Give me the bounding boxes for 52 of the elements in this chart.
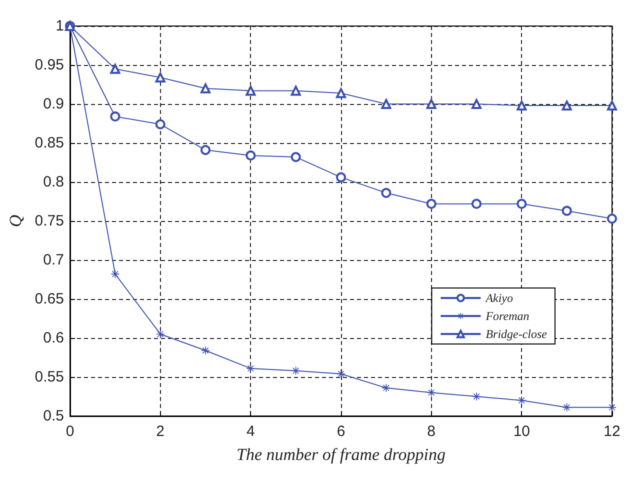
x-axis-title: The number of frame dropping [236, 445, 446, 464]
x-tick-label: 12 [604, 423, 620, 440]
y-tick-label: 1 [56, 18, 64, 34]
y-tick-label: 0.9 [43, 96, 64, 112]
legend-label: Foreman [484, 309, 530, 323]
point [246, 150, 256, 160]
point [562, 100, 572, 111]
x-tick-label: 4 [246, 423, 255, 440]
point [516, 198, 527, 209]
legend-label: Akiyo [484, 291, 514, 305]
y-tick-label: 0.55 [34, 368, 64, 386]
point [381, 188, 392, 198]
y-tick-label: 0.8 [43, 174, 64, 190]
point [155, 72, 166, 82]
point [607, 100, 617, 111]
y-tick-label: 0.85 [34, 134, 64, 152]
x-tick-label: 6 [336, 423, 346, 440]
y-tick-label: 0.95 [34, 56, 64, 74]
point [426, 99, 436, 109]
point [110, 111, 120, 122]
y-tick-label: 0.75 [34, 212, 64, 230]
point [202, 346, 210, 354]
point [381, 99, 392, 109]
point [472, 99, 482, 109]
y-tick-label: 0.65 [34, 290, 64, 308]
x-tick-label: 8 [427, 423, 436, 440]
point [110, 64, 120, 74]
point [607, 214, 617, 224]
y-tick-label: 0.6 [43, 330, 64, 346]
x-tick-label: 10 [513, 423, 530, 440]
point [608, 403, 616, 412]
y-tick-label: 0.5 [43, 408, 64, 424]
x-tick-label: 2 [156, 423, 165, 440]
y-axis-title: Q [6, 214, 25, 228]
point [337, 370, 345, 378]
y-tick-label: 0.7 [43, 252, 64, 268]
point [155, 119, 166, 130]
point [246, 86, 256, 96]
point [336, 172, 346, 182]
point [200, 83, 210, 94]
legend-label: Bridge-close [486, 327, 548, 341]
point [290, 152, 301, 162]
point [200, 145, 210, 156]
point [472, 392, 480, 400]
point [518, 396, 526, 404]
x-tick-label: 0 [66, 423, 74, 440]
point [472, 198, 482, 209]
point [290, 86, 301, 96]
point [426, 198, 436, 209]
point [516, 100, 527, 111]
point [336, 88, 346, 98]
point [562, 206, 572, 216]
